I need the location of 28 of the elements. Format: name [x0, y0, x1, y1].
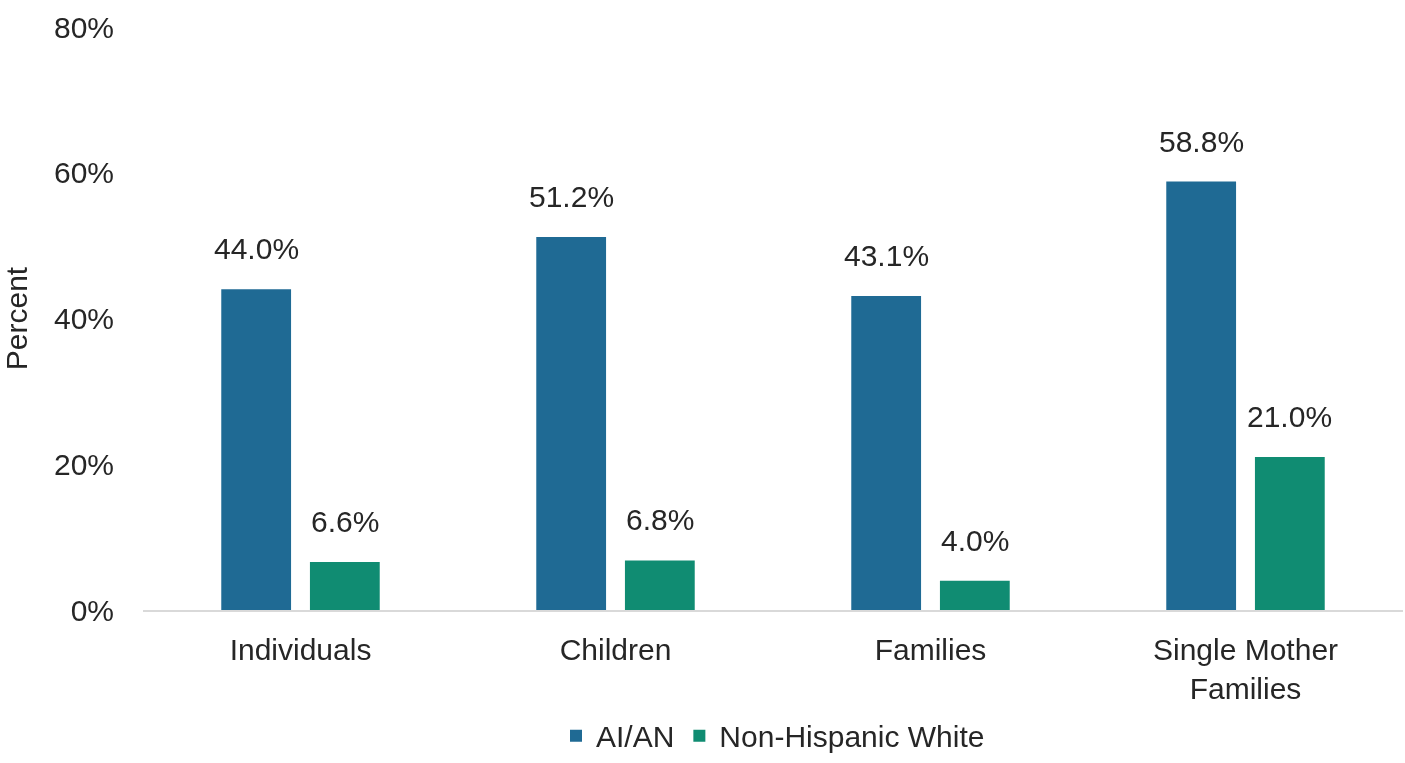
bar — [1254, 456, 1325, 610]
bar — [939, 580, 1010, 610]
x-tick-label: Individuals — [229, 633, 372, 666]
bar — [1166, 181, 1237, 610]
bar — [309, 561, 380, 610]
bar — [536, 236, 607, 610]
y-axis-title: Percent — [0, 266, 33, 371]
data-label: 6.6% — [311, 505, 380, 538]
y-tick-label: 40% — [53, 302, 114, 335]
data-label: 6.8% — [626, 503, 695, 536]
data-label: 43.1% — [844, 239, 930, 272]
legend-label: Non-Hispanic White — [719, 720, 985, 754]
bar — [851, 295, 922, 610]
y-tick-label: 60% — [53, 156, 114, 190]
bar — [221, 289, 292, 610]
legend-label: AI/AN — [596, 720, 675, 754]
y-tick-label: 20% — [53, 447, 114, 481]
data-label: 4.0% — [941, 524, 1010, 557]
bar — [624, 560, 695, 610]
x-tick-label: Families — [874, 633, 987, 666]
data-label: 58.8% — [1159, 125, 1245, 158]
y-tick-label: 80% — [53, 10, 114, 44]
x-tick-label: Single Mother Families — [1152, 633, 1339, 705]
data-label: 21.0% — [1247, 400, 1333, 433]
data-label: 51.2% — [529, 180, 615, 213]
y-tick-label: 0% — [70, 593, 114, 627]
x-tick-label: Children — [559, 633, 672, 666]
data-label: 44.0% — [214, 232, 300, 265]
